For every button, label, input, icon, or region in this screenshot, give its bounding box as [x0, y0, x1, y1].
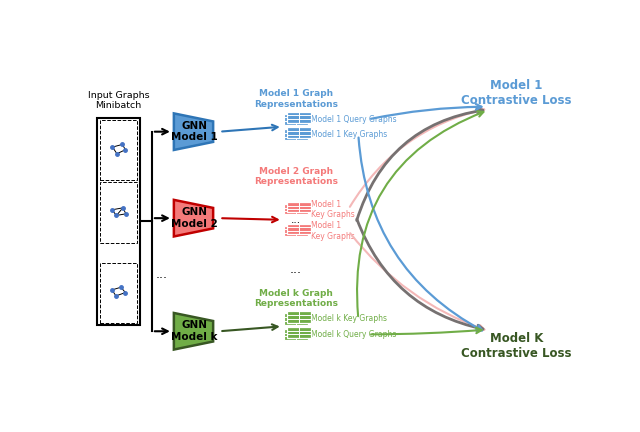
FancyBboxPatch shape [100, 182, 136, 242]
Text: Model K
Contrastive Loss: Model K Contrastive Loss [461, 332, 572, 360]
Polygon shape [174, 313, 213, 349]
Text: Model 1 Key Graphs: Model 1 Key Graphs [311, 130, 387, 139]
Text: Model 1
Key Graphs: Model 1 Key Graphs [311, 221, 355, 241]
Text: Model 1 Query Graphs: Model 1 Query Graphs [311, 115, 397, 124]
FancyBboxPatch shape [284, 226, 308, 236]
FancyBboxPatch shape [284, 313, 308, 324]
Text: ...: ... [291, 215, 301, 225]
FancyBboxPatch shape [284, 129, 308, 140]
FancyBboxPatch shape [284, 204, 308, 214]
Text: GNN
Model k: GNN Model k [171, 321, 218, 342]
FancyBboxPatch shape [287, 202, 311, 212]
FancyBboxPatch shape [100, 121, 136, 181]
FancyBboxPatch shape [100, 263, 136, 323]
Polygon shape [174, 200, 213, 236]
Text: ...: ... [290, 263, 302, 276]
Text: ...: ... [156, 268, 168, 281]
FancyBboxPatch shape [287, 112, 311, 123]
Text: GNN
Model 1: GNN Model 1 [171, 121, 218, 143]
Text: Model k Query Graphs: Model k Query Graphs [311, 330, 397, 339]
FancyBboxPatch shape [287, 311, 311, 323]
Text: Model k Graph
Representations: Model k Graph Representations [253, 289, 338, 308]
FancyBboxPatch shape [284, 114, 308, 125]
FancyBboxPatch shape [287, 127, 311, 138]
Text: ...: ... [114, 198, 123, 209]
Text: ...: ... [291, 122, 301, 132]
Polygon shape [174, 113, 213, 150]
Text: Input Graphs
Minibatch: Input Graphs Minibatch [88, 91, 149, 110]
FancyBboxPatch shape [97, 118, 140, 324]
Text: Model k Key Graphs: Model k Key Graphs [311, 314, 387, 324]
Text: Model 1
Contrastive Loss: Model 1 Contrastive Loss [461, 79, 572, 108]
Text: Model 1 Graph
Representations: Model 1 Graph Representations [253, 89, 338, 109]
Text: Model 2 Graph
Representations: Model 2 Graph Representations [253, 167, 338, 186]
FancyBboxPatch shape [287, 224, 311, 234]
Text: Model 1
Key Graphs: Model 1 Key Graphs [311, 200, 355, 219]
Text: ...: ... [291, 321, 301, 331]
FancyBboxPatch shape [287, 327, 311, 338]
Text: GNN
Model 2: GNN Model 2 [171, 207, 218, 229]
FancyBboxPatch shape [284, 329, 308, 340]
